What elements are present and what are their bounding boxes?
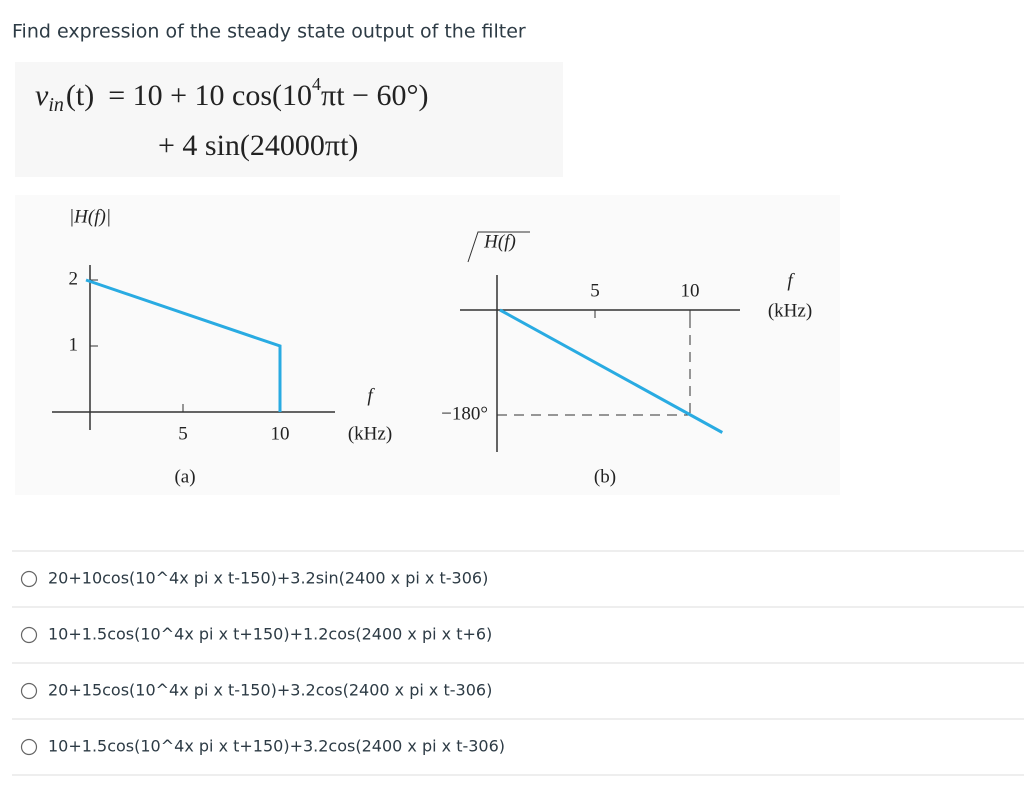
eq-rhs: = 10 + 10 cos(10 [108, 79, 312, 112]
x-tick-label: 10 [271, 423, 290, 444]
y-tick-label: −180° [441, 403, 488, 424]
x-tick-label: 5 [590, 280, 600, 301]
radio-button[interactable] [20, 626, 38, 644]
response-line [85, 278, 282, 412]
eq-v: v [35, 79, 49, 112]
figures: |H(f)| f (kHz) (a) H(f) f (kHz) (b) [52, 206, 812, 487]
figure-bg [15, 195, 840, 495]
axis-label: f [787, 270, 795, 291]
equation-bg [15, 62, 563, 177]
axis-unit: (kHz) [348, 423, 392, 444]
response-line [499, 308, 724, 434]
radio-button[interactable] [20, 682, 38, 700]
radio-button[interactable] [20, 570, 38, 588]
caption: (a) [174, 466, 195, 487]
y-tick-label: 2 [69, 268, 79, 289]
axis-label: H(f) [483, 231, 516, 252]
y-tick-label: 1 [69, 334, 79, 355]
x-tick-label: 10 [681, 280, 700, 301]
equation-line: + 4 sin(24000πt) [158, 129, 358, 162]
options: 20+10cos(10^4x pi x t-150)+3.2sin(2400 x… [12, 550, 1024, 776]
option-text[interactable]: 20+10cos(10^4x pi x t-150)+3.2sin(2400 x… [48, 569, 488, 588]
eq-rest: πt − 60°) [321, 79, 428, 112]
radio-button[interactable] [20, 738, 38, 756]
x-tick-label: 5 [178, 423, 188, 444]
option-text[interactable]: 10+1.5cos(10^4x pi x t+150)+3.2cos(2400 … [48, 737, 505, 756]
option-text[interactable]: 10+1.5cos(10^4x pi x t+150)+1.2cos(2400 … [48, 625, 492, 644]
angle-symbol [467, 231, 530, 263]
eq-arg: (t) [66, 79, 94, 112]
axis-unit: (kHz) [768, 300, 812, 321]
option-text[interactable]: 20+15cos(10^4x pi x t-150)+3.2cos(2400 x… [48, 681, 492, 700]
axis-label: |H(f)| [69, 206, 111, 227]
caption: (b) [594, 466, 616, 487]
eq-sub: in [48, 94, 64, 116]
equation-line: vin(t) = 10 + 10 cos(104πt − 60°) [35, 74, 428, 115]
axis-label: f [367, 385, 375, 406]
eq-sup: 4 [312, 74, 321, 94]
question: Find expression of the steady state outp… [12, 21, 526, 43]
